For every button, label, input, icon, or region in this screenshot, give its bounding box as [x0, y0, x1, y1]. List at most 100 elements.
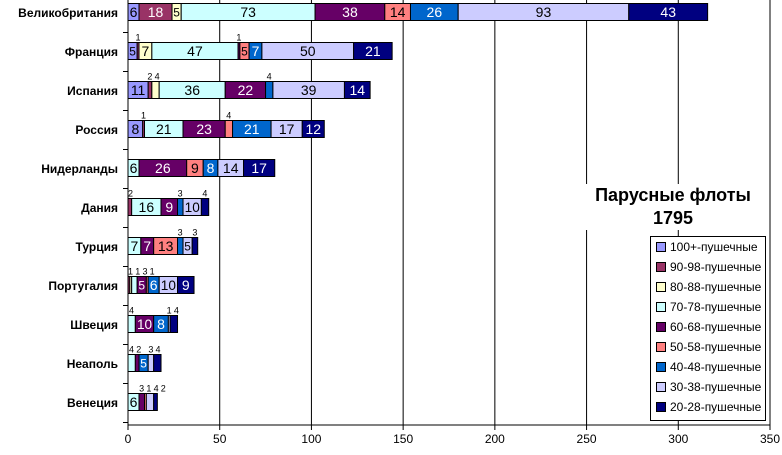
x-tick-label: 300	[668, 432, 688, 446]
data-label: 4	[154, 384, 159, 394]
data-label: 6	[150, 277, 158, 293]
data-label: 2	[147, 72, 152, 82]
data-label: 3	[148, 345, 153, 355]
data-label: 36	[184, 82, 200, 98]
bar-segment	[138, 393, 146, 411]
bar-segment	[301, 120, 325, 138]
data-label: 5	[173, 5, 180, 19]
data-label: 4	[129, 345, 134, 355]
bar-segment	[134, 354, 140, 372]
data-label: 8	[207, 160, 215, 176]
data-label: 26	[427, 4, 443, 20]
bar-segment	[169, 315, 179, 333]
data-label: 4	[174, 306, 179, 316]
data-label: 23	[196, 121, 212, 137]
legend-label: 60-68-пушечные	[670, 320, 762, 334]
data-label: 21	[156, 121, 172, 137]
legend-label: 40-48-пушечные	[670, 360, 762, 374]
bar-segment	[127, 354, 136, 372]
data-label: 38	[342, 4, 358, 20]
data-label: 1	[236, 33, 241, 43]
data-label: 17	[279, 121, 295, 137]
data-label: 3	[178, 228, 183, 238]
bar-segment	[153, 354, 162, 372]
category-label: Испания	[67, 84, 118, 98]
legend-swatch	[656, 402, 666, 412]
legend-swatch	[656, 342, 666, 352]
data-label: 18	[148, 4, 164, 20]
data-label: 4	[202, 189, 207, 199]
data-label: 16	[139, 199, 155, 215]
legend-swatch	[656, 262, 666, 272]
data-label: 6	[130, 394, 138, 410]
legend-swatch	[656, 282, 666, 292]
data-label: 2	[136, 345, 141, 355]
data-label: 73	[240, 4, 256, 20]
data-label: 14	[349, 82, 365, 98]
data-label: 2	[128, 189, 133, 199]
data-label: 39	[301, 82, 317, 98]
data-label: 5	[140, 356, 147, 370]
bar-segment	[147, 81, 153, 99]
legend-label: 50-58-пушечные	[670, 340, 762, 354]
data-label: 8	[131, 121, 139, 137]
bar-segment	[353, 42, 393, 60]
category-label: Неаполь	[67, 357, 118, 371]
chart-title-line-1: Парусные флоты	[595, 185, 751, 205]
bar-segment	[177, 276, 195, 294]
legend-swatch	[656, 382, 666, 392]
legend-item: 30-38-пушечные	[651, 377, 765, 397]
chart-title: Парусные флоты 1795	[578, 184, 768, 230]
data-label: 5	[129, 44, 136, 58]
x-tick-label: 0	[125, 432, 132, 446]
legend-item: 90-98-пушечные	[651, 257, 765, 277]
category-label: Франция	[65, 45, 118, 59]
data-label: 7	[252, 43, 260, 59]
data-label: 7	[131, 238, 139, 254]
x-tick-label: 150	[393, 432, 413, 446]
legend-item: 20-28-пушечные	[651, 397, 765, 417]
data-label: 1	[146, 384, 151, 394]
x-tick-label: 100	[301, 432, 321, 446]
category-label: Турция	[76, 240, 118, 254]
bar-segment	[200, 198, 210, 216]
category-label: Великобритания	[18, 6, 118, 20]
data-label: 4	[155, 72, 160, 82]
data-label: 10	[185, 200, 201, 215]
legend: 100+-пушечные 90-98-пушечные 80-88-пушечны…	[650, 236, 766, 421]
category-label: Швеция	[70, 318, 118, 332]
bar-segment	[628, 3, 709, 21]
x-tick-label: 50	[213, 432, 227, 446]
data-label: 17	[251, 160, 267, 176]
legend-item: 100+-пушечные	[651, 237, 765, 257]
bar-segment	[243, 159, 276, 177]
legend-item: 40-48-пушечные	[651, 357, 765, 377]
category-label: Венеция	[67, 396, 118, 410]
data-label: 1	[150, 267, 155, 277]
legend-item: 60-68-пушечные	[651, 317, 765, 337]
data-label: 1	[135, 267, 140, 277]
bar-segment	[145, 393, 155, 411]
data-label: 6	[130, 4, 138, 20]
category-label: Нидерланды	[41, 162, 118, 176]
bar-segment	[343, 81, 371, 99]
x-tick-label: 350	[760, 432, 780, 446]
data-label: 3	[192, 228, 197, 238]
data-label: 43	[660, 4, 676, 20]
data-label: 13	[158, 238, 174, 254]
data-label: 3	[139, 384, 144, 394]
bar-segment	[131, 276, 138, 294]
data-label: 3	[178, 189, 183, 199]
x-tick-label: 200	[485, 432, 505, 446]
legend-swatch	[656, 302, 666, 312]
x-tick-label: 250	[577, 432, 597, 446]
data-label: 47	[187, 43, 203, 59]
data-label: 1	[135, 33, 140, 43]
legend-label: 100+-пушечные	[670, 240, 758, 254]
bar-segment	[153, 393, 158, 411]
data-label: 4	[226, 111, 231, 121]
data-label: 1	[128, 267, 133, 277]
data-label: 4	[156, 345, 161, 355]
data-label: 5	[138, 278, 145, 292]
